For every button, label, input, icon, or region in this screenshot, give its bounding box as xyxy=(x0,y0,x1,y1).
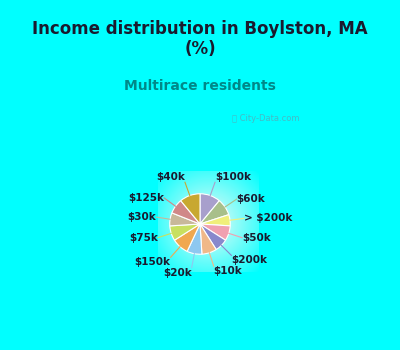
Wedge shape xyxy=(174,224,200,251)
Wedge shape xyxy=(172,201,200,224)
Wedge shape xyxy=(200,224,230,240)
Text: $10k: $10k xyxy=(214,266,242,276)
Text: $60k: $60k xyxy=(237,194,266,204)
Text: ⓘ City-Data.com: ⓘ City-Data.com xyxy=(232,114,299,122)
Wedge shape xyxy=(200,224,226,250)
Text: > $200k: > $200k xyxy=(244,214,292,223)
Wedge shape xyxy=(187,224,202,254)
Text: $50k: $50k xyxy=(242,233,271,243)
Text: $200k: $200k xyxy=(231,256,267,265)
Text: $20k: $20k xyxy=(163,267,192,278)
Text: $150k: $150k xyxy=(135,257,171,267)
Wedge shape xyxy=(170,224,200,240)
Text: $100k: $100k xyxy=(215,172,251,182)
Text: Income distribution in Boylston, MA
(%): Income distribution in Boylston, MA (%) xyxy=(32,20,368,58)
Text: $30k: $30k xyxy=(128,212,156,222)
Wedge shape xyxy=(200,215,230,226)
Wedge shape xyxy=(181,194,200,224)
Text: $40k: $40k xyxy=(156,172,185,182)
Wedge shape xyxy=(200,224,216,254)
Wedge shape xyxy=(200,194,219,224)
Text: Multirace residents: Multirace residents xyxy=(124,79,276,93)
Text: $125k: $125k xyxy=(128,193,164,203)
Wedge shape xyxy=(170,213,200,226)
Wedge shape xyxy=(200,201,229,224)
Text: $75k: $75k xyxy=(129,233,158,243)
